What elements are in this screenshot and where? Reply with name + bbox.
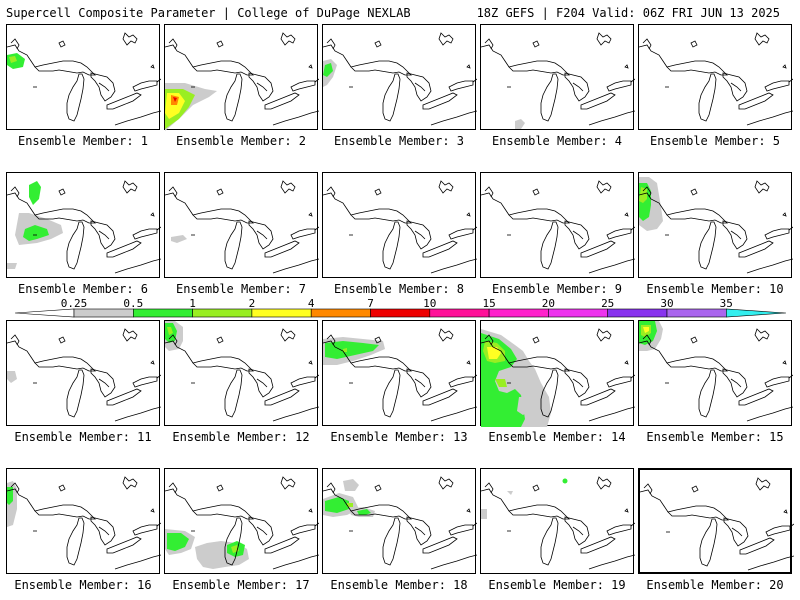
ensemble-member-map xyxy=(322,172,477,278)
great-lakes-map xyxy=(481,328,635,427)
run-valid-time: 18Z GEFS | F204 Valid: 06Z FRI JUN 13 20… xyxy=(476,6,780,20)
great-lakes-map xyxy=(639,177,793,274)
ensemble-member-map xyxy=(164,320,319,426)
ensemble-member-label: Ensemble Member: 5 xyxy=(649,134,781,148)
great-lakes-map xyxy=(323,328,477,422)
ensemble-member-label: Ensemble Member: 16 xyxy=(14,578,152,592)
great-lakes-map xyxy=(323,32,477,126)
colorbar-segment xyxy=(429,308,490,318)
ensemble-member-map xyxy=(638,24,793,130)
great-lakes-map xyxy=(165,180,319,274)
colorbar-tick-label: 35 xyxy=(719,297,733,310)
ensemble-member-map xyxy=(6,320,161,426)
ensemble-member-label: Ensemble Member: 14 xyxy=(488,430,626,444)
colorbar-tick-label: 1 xyxy=(189,297,196,310)
ensemble-member-map xyxy=(322,320,477,426)
colorbar-tick-label: 7 xyxy=(367,297,374,310)
ensemble-member-map xyxy=(480,172,635,278)
ensemble-member-label: Ensemble Member: 3 xyxy=(333,134,465,148)
colorbar-segment xyxy=(607,308,668,318)
great-lakes-map xyxy=(165,476,319,570)
great-lakes-map xyxy=(481,180,635,274)
ensemble-member-map xyxy=(164,468,319,574)
great-lakes-map xyxy=(323,180,477,274)
ensemble-member-map xyxy=(638,468,794,574)
colorbar-tick-label: 30 xyxy=(660,297,674,310)
great-lakes-map xyxy=(7,180,161,274)
colorbar-tick-label: 4 xyxy=(307,297,315,310)
ensemble-member-map xyxy=(6,468,161,574)
colorbar-tick-label: 15 xyxy=(482,297,496,310)
great-lakes-map xyxy=(323,476,477,570)
colorbar-segment xyxy=(548,308,609,318)
great-lakes-map xyxy=(481,476,635,570)
great-lakes-map xyxy=(639,321,793,422)
great-lakes-map xyxy=(481,32,635,129)
ensemble-member-label: Ensemble Member: 18 xyxy=(330,578,468,592)
ensemble-member-label: Ensemble Member: 12 xyxy=(172,430,310,444)
ensemble-member-label: Ensemble Member: 6 xyxy=(17,282,149,296)
ensemble-member-label: Ensemble Member: 8 xyxy=(333,282,465,296)
great-lakes-map xyxy=(7,32,161,126)
ensemble-member-map xyxy=(480,320,635,427)
ensemble-member-label: Ensemble Member: 4 xyxy=(491,134,623,148)
colorbar-segment xyxy=(310,308,371,318)
colorbar-tick-label: 2 xyxy=(248,297,256,310)
colorbar-segment xyxy=(370,308,431,318)
ensemble-member-map xyxy=(164,24,319,131)
ensemble-member-map xyxy=(480,468,635,574)
colorbar-segment xyxy=(73,308,134,318)
ensemble-member-map xyxy=(6,172,161,278)
ensemble-member-label: Ensemble Member: 7 xyxy=(175,282,307,296)
great-lakes-map xyxy=(7,328,161,422)
colorbar-segment xyxy=(192,308,253,318)
ensemble-member-label: Ensemble Member: 15 xyxy=(646,430,784,444)
ensemble-member-label: Ensemble Member: 13 xyxy=(330,430,468,444)
great-lakes-map xyxy=(165,32,319,131)
ensemble-member-label: Ensemble Member: 20 xyxy=(646,578,784,592)
colorbar-tick-label: 0.5 xyxy=(123,297,144,310)
colorbar-segment xyxy=(666,308,727,318)
ensemble-member-map xyxy=(322,24,477,130)
ensemble-member-label: Ensemble Member: 11 xyxy=(14,430,152,444)
ensemble-member-map xyxy=(638,172,793,278)
colorbar-segment xyxy=(488,308,549,318)
colorbar-tick-label: 10 xyxy=(423,297,437,310)
ensemble-member-map xyxy=(6,24,161,130)
ensemble-member-label: Ensemble Member: 2 xyxy=(175,134,307,148)
colorbar-tick-label: 25 xyxy=(601,297,615,310)
ensemble-member-label: Ensemble Member: 17 xyxy=(172,578,310,592)
ensemble-member-map xyxy=(164,172,319,278)
great-lakes-map xyxy=(7,476,161,570)
ensemble-member-map xyxy=(322,468,477,574)
great-lakes-map xyxy=(639,32,793,126)
ensemble-member-map xyxy=(638,320,793,426)
great-lakes-map xyxy=(640,477,794,571)
ensemble-member-label: Ensemble Member: 1 xyxy=(17,134,149,148)
map-title: Supercell Composite Parameter | College … xyxy=(6,6,411,20)
colorbar-segment xyxy=(133,308,193,318)
ensemble-member-map xyxy=(480,24,635,130)
colorbar-arrow-left xyxy=(14,308,75,318)
great-lakes-map xyxy=(165,321,319,422)
colorbar-arrow-right xyxy=(725,308,787,318)
colorbar-segment xyxy=(251,308,312,318)
ensemble-member-label: Ensemble Member: 10 xyxy=(646,282,784,296)
colorbar-tick-label: 20 xyxy=(541,297,556,310)
colorbar-tick-label: 0.25 xyxy=(60,297,88,310)
ensemble-member-label: Ensemble Member: 19 xyxy=(488,578,626,592)
ensemble-member-label: Ensemble Member: 9 xyxy=(491,282,623,296)
